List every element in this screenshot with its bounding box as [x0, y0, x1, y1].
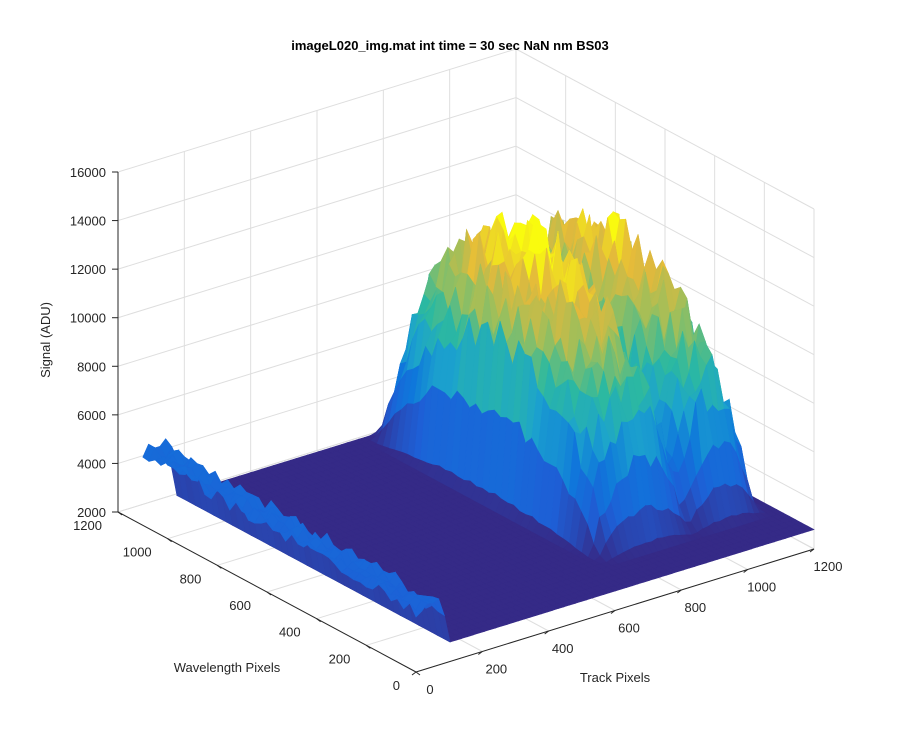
z-axis-label: Signal (ADU): [38, 302, 53, 378]
z-tick-label: 16000: [70, 165, 106, 180]
z-tick-label: 14000: [70, 214, 106, 229]
x-tick-label: 400: [552, 641, 574, 656]
x-tick-label: 1000: [747, 580, 776, 595]
grid-line-z-back: [117, 145, 517, 270]
y-tick-mark: [117, 511, 123, 516]
y-tick-label: 1000: [123, 545, 152, 560]
grid-line-z-back: [117, 194, 517, 319]
grid-line-z-back: [117, 48, 517, 173]
y-tick-mark: [167, 538, 172, 543]
y-tick-label: 1200: [73, 518, 102, 533]
y-tick-label: 800: [180, 571, 202, 586]
z-tick-label: 12000: [70, 262, 106, 277]
surface-mesh: [142, 207, 815, 643]
x-tick-mark: [544, 630, 549, 635]
x-tick-label: 200: [485, 662, 507, 677]
y-tick-mark: [217, 564, 222, 569]
y-tick-label: 200: [329, 651, 351, 666]
axis-labels: Track Pixels Wavelength Pixels Signal (ADU…: [38, 302, 651, 685]
x-tick-mark: [809, 548, 815, 553]
y-tick-mark: [266, 591, 272, 596]
grid-line-z-side: [515, 48, 815, 210]
x-tick-label: 600: [618, 621, 640, 636]
z-tick-label: 2000: [77, 505, 106, 520]
z-tick-label: 10000: [70, 311, 106, 326]
x-tick-label: 1200: [814, 559, 843, 574]
x-tick-label: 0: [426, 682, 433, 697]
x-tick-mark: [478, 651, 483, 655]
x-tick-mark: [677, 589, 682, 594]
y-tick-mark: [316, 618, 321, 623]
grid-line-z-back: [117, 97, 517, 222]
tick-labels: 0200400600800100012000200400600800100012…: [70, 165, 843, 697]
y-tick-mark: [366, 644, 371, 649]
x-tick-mark: [743, 569, 748, 573]
y-tick-label: 600: [229, 598, 251, 613]
z-tick-label: 4000: [77, 456, 106, 471]
y-tick-label: 0: [393, 678, 400, 693]
grid-line-z-side: [515, 145, 815, 307]
z-tick-label: 6000: [77, 408, 106, 423]
y-tick-mark: [415, 671, 421, 676]
chart-title: imageL020_img.mat int time = 30 sec NaN …: [291, 38, 609, 53]
x-axis-label: Track Pixels: [580, 670, 651, 685]
y-tick-label: 400: [279, 625, 301, 640]
y-axis-label: Wavelength Pixels: [174, 660, 281, 675]
z-tick-label: 8000: [77, 359, 106, 374]
surface-patch: [409, 603, 423, 618]
x-tick-mark: [411, 671, 417, 676]
x-tick-mark: [610, 610, 616, 614]
grid-line-z-side: [515, 97, 815, 259]
x-tick-label: 800: [684, 600, 706, 615]
